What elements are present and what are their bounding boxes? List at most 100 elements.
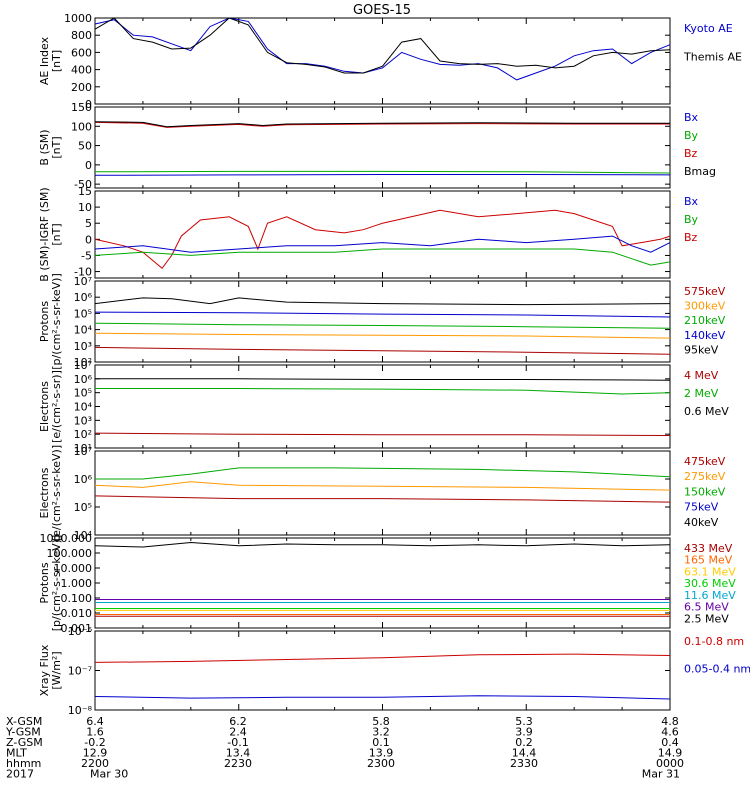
legend-entry: Bx: [684, 195, 699, 208]
y-tick-label: 1.000: [61, 577, 93, 590]
series-4-mev: [94, 432, 671, 436]
legend-entry: 165 MeV: [684, 554, 733, 567]
y-tick-label: 10⁻⁶: [68, 625, 93, 638]
legend-entry: 475keV: [684, 455, 726, 468]
y-tick-label: 10⁷: [74, 275, 92, 288]
y-tick-label: 10⁻⁷: [68, 665, 92, 678]
footer-cell: -0.2: [84, 736, 105, 749]
y-tick-label: 10³: [74, 340, 92, 353]
footer-cell: 0.1: [372, 736, 390, 749]
y-tick-label: 10¹: [74, 442, 92, 455]
y-tick-label: 0: [85, 233, 92, 246]
plot-title: GOES-15: [353, 3, 411, 18]
y-tick-label: 10⁷: [74, 359, 92, 372]
y-tick-label: 10⁻⁸: [68, 704, 93, 717]
y-tick-label: 10⁵: [74, 307, 92, 320]
footer-cell: 13.9: [369, 747, 394, 760]
footer-cell: 14.9: [658, 747, 683, 760]
y-tick-label: 0.010: [61, 607, 93, 620]
legend-entry: 2.5 MeV: [684, 612, 729, 625]
y-tick-label: 10⁴: [74, 324, 93, 337]
panel-xray: 10⁻⁸ 10⁻⁷ 10⁻⁶ Xray Flux [W/m²] 0.1-0.8 nm 0.0…: [38, 625, 750, 717]
y-tick-label: 15: [78, 185, 92, 198]
footer-cell: Mar 31: [642, 768, 680, 781]
y-tick-label: 150: [71, 101, 92, 114]
series-0-05-0-4-nm: [94, 695, 671, 700]
y-tick-label: 10⁴: [74, 529, 93, 542]
footer-cell: 2200: [81, 757, 109, 770]
legend-entry: Bmag: [684, 165, 716, 178]
series-bz: [94, 209, 671, 270]
y-axis-label: Electrons: [38, 381, 51, 432]
legend-entry: 0.1-0.8 nm: [684, 635, 744, 648]
footer-cell: 3.2: [372, 726, 390, 739]
y-tick-label: 200: [71, 81, 92, 94]
footer-cell: Mar 30: [90, 768, 128, 781]
legend-entry: 4 MeV: [684, 369, 719, 382]
panel-ae: 0 200 400 600 800 1000 AE Index [nT] Kyoto AE The…: [38, 12, 742, 111]
y-tick-label: 10³: [74, 414, 92, 427]
legend-entry: 30.6 MeV: [684, 577, 736, 590]
series-kyoto-ae: [94, 17, 671, 81]
y-tick-label: 10: [78, 201, 92, 214]
y-axis-label: [p/(cm²-s-sr-keV)]: [50, 273, 63, 370]
series-95kev: [94, 297, 671, 306]
y-tick-label: 0.001: [61, 622, 93, 635]
legend-entry: 433 MeV: [684, 542, 733, 555]
y-axis-label: [e/(cm²-s-sr)]: [50, 370, 63, 443]
y-axis-label: [p/(cm²-s-sr-keV)]: [50, 535, 63, 632]
footer-row-label: hhmm: [6, 757, 41, 770]
y-tick-label: 100: [71, 120, 92, 133]
panel-frame: [94, 280, 671, 363]
series-475kev: [94, 495, 671, 503]
y-tick-label: -10: [74, 266, 92, 279]
panel-protons_mev: 0.001 0.010 0.100 1.000 10.000 100.000 1000.00…: [38, 532, 736, 635]
y-axis-label: [nT]: [50, 136, 63, 158]
footer-cell: -0.1: [227, 736, 248, 749]
panel-electrons_kev: 10⁴ 10⁵ 10⁶ 10⁷ Electrons [e/(cm²-s-sr-keV)] 4…: [38, 445, 726, 542]
series-by: [94, 170, 671, 174]
legend-entry: 575keV: [684, 285, 726, 298]
series-bz: [94, 121, 670, 128]
y-tick-label: 0.100: [61, 592, 93, 605]
series-140kev: [94, 311, 671, 318]
footer-cell: 2330: [510, 757, 538, 770]
series-150kev: [95, 467, 671, 480]
y-tick-label: 100.000: [47, 547, 93, 560]
y-axis-label: B (SM): [38, 129, 51, 165]
series-575kev: [94, 346, 671, 355]
y-tick-label: 0: [85, 159, 92, 172]
footer-cell: 0000: [656, 757, 684, 770]
legend-entry: 140keV: [684, 329, 726, 342]
y-tick-label: 10.000: [54, 562, 93, 575]
y-tick-label: 800: [71, 29, 92, 42]
y-axis-label: AE Index: [38, 36, 51, 85]
y-axis-label: B (SM)-IGRF (SM): [38, 187, 51, 281]
y-axis-label: Protons: [38, 301, 51, 342]
y-tick-label: 10²: [74, 428, 92, 441]
footer-cell: 12.9: [83, 747, 108, 760]
y-tick-label: 10⁶: [74, 473, 93, 486]
footer-cell: 2300: [367, 757, 395, 770]
y-tick-label: -50: [74, 178, 92, 191]
legend-entry: 210keV: [684, 314, 726, 327]
legend-entry: 11.6 MeV: [684, 589, 736, 602]
footer-row-label: 2017: [6, 768, 34, 781]
y-tick-label: 10⁴: [74, 401, 93, 414]
panel-frame: [94, 106, 671, 189]
y-axis-label: Xray Flux: [38, 644, 51, 696]
footer-cell: 13.4: [226, 747, 251, 760]
footer-cell: 0.4: [661, 736, 679, 749]
y-tick-label: 10⁶: [74, 373, 93, 386]
series-bx: [94, 235, 671, 253]
y-tick-label: 1000: [64, 12, 92, 25]
footer-cell: 0.2: [515, 736, 533, 749]
y-axis-label: Protons: [38, 562, 51, 603]
series-themis-ae: [94, 17, 671, 74]
series-300kev: [94, 332, 671, 339]
legend-entry: 0.6 MeV: [684, 405, 729, 418]
y-tick-label: 10⁶: [74, 291, 93, 304]
y-tick-label: 5: [85, 217, 92, 230]
